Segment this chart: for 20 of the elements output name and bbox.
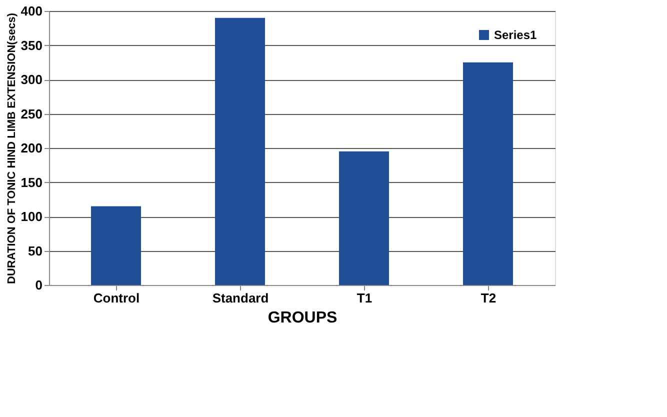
x-tick-label: Control — [93, 290, 140, 306]
bar — [215, 18, 265, 285]
y-tick-label: 200 — [20, 140, 42, 156]
y-tick-label: 400 — [20, 4, 42, 18]
legend-label: Series1 — [494, 28, 538, 42]
y-tick-label: 0 — [35, 278, 42, 292]
y-tick-label: 50 — [28, 243, 42, 258]
x-tick-label: Standard — [212, 290, 269, 306]
bar — [339, 151, 389, 285]
y-tick-label: 300 — [20, 72, 42, 87]
y-axis-title: DURATION OF TONIC HIND LIMB EXTENSION(secs) — [6, 12, 18, 284]
x-tick-label: T2 — [480, 290, 496, 306]
y-tick-label: 350 — [20, 38, 42, 53]
y-tick-label: 250 — [20, 106, 42, 122]
x-tick-label: T1 — [356, 290, 372, 306]
y-tick-label: 100 — [20, 209, 42, 224]
bar — [91, 206, 141, 285]
x-axis-title: GROUPS — [268, 310, 338, 326]
bar — [463, 62, 513, 285]
y-tick-label: 150 — [20, 174, 42, 190]
